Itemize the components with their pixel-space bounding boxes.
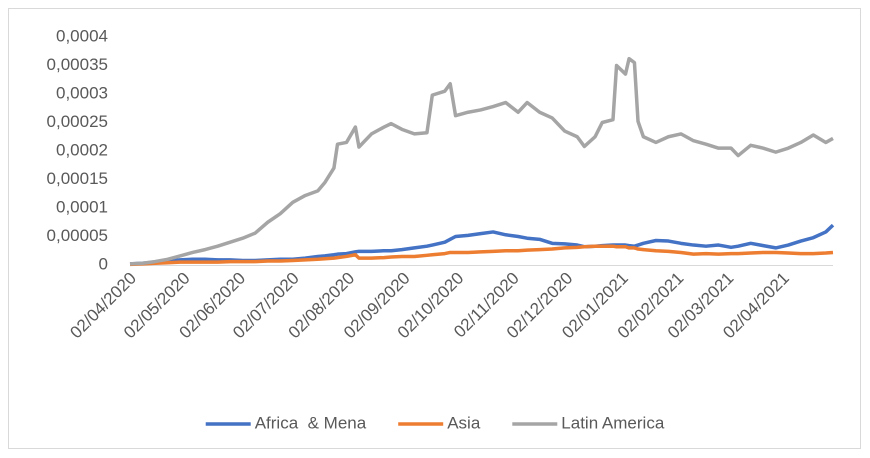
y-tick-label: 0,00005	[47, 226, 108, 245]
y-tick-label: 0,0001	[56, 197, 108, 216]
legend-label: Africa & Mena	[255, 413, 367, 432]
y-tick-label: 0,0003	[56, 83, 108, 102]
y-tick-label: 0,00025	[47, 112, 108, 131]
y-tick-label: 0,00015	[47, 169, 108, 188]
y-tick-label: 0,0004	[56, 26, 108, 45]
series-line	[129, 56, 834, 266]
legend-label: Latin America	[561, 413, 665, 432]
y-tick-label: 0,0002	[56, 140, 108, 159]
legend-label: Asia	[447, 413, 481, 432]
series-line	[129, 244, 834, 267]
chart-frame	[8, 8, 861, 449]
y-tick-label: 0,00035	[47, 55, 108, 74]
y-tick-label: 0	[99, 254, 108, 273]
